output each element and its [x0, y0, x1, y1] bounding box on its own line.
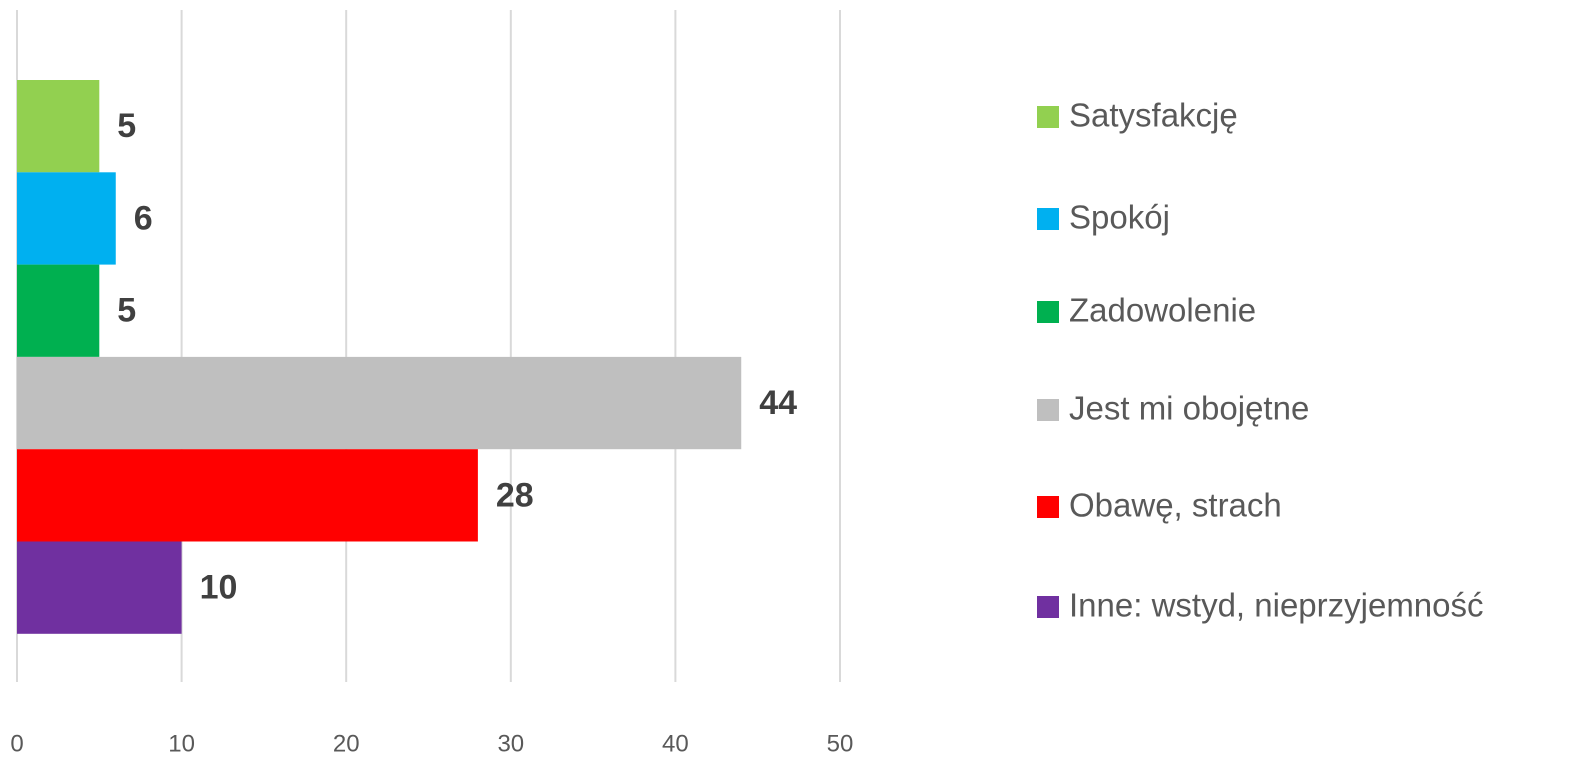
- legend-label: Jest mi obojętne: [1069, 390, 1309, 427]
- x-tick-label: 30: [497, 730, 524, 757]
- legend-swatch: [1037, 301, 1059, 323]
- x-tick-label: 20: [333, 730, 360, 757]
- legend-swatch: [1037, 496, 1059, 518]
- x-tick-label: 0: [10, 730, 23, 757]
- data-label: 5: [117, 107, 136, 145]
- legend-label: Obawę, strach: [1069, 487, 1282, 524]
- data-label: 44: [759, 384, 797, 422]
- data-label: 6: [134, 199, 153, 237]
- legend-swatch: [1037, 106, 1059, 128]
- data-label: 28: [496, 476, 534, 514]
- bar: [17, 80, 100, 173]
- bar: [17, 541, 182, 634]
- bar: [17, 264, 100, 357]
- bar: [17, 449, 478, 542]
- bar: [17, 356, 742, 450]
- legend-label: Inne: wstyd, nieprzyjemność: [1069, 587, 1484, 624]
- x-tick-label: 10: [168, 730, 195, 757]
- bar: [17, 172, 116, 265]
- data-label: 5: [117, 292, 136, 330]
- legend-label: Zadowolenie: [1069, 292, 1256, 329]
- legend-label: Satysfakcję: [1069, 97, 1238, 134]
- legend-swatch: [1037, 596, 1059, 618]
- legend-swatch: [1037, 208, 1059, 230]
- x-tick-label: 40: [662, 730, 689, 757]
- legend-swatch: [1037, 399, 1059, 421]
- legend-label: Spokój: [1069, 199, 1170, 236]
- x-tick-label: 50: [827, 730, 854, 757]
- data-label: 10: [200, 569, 238, 607]
